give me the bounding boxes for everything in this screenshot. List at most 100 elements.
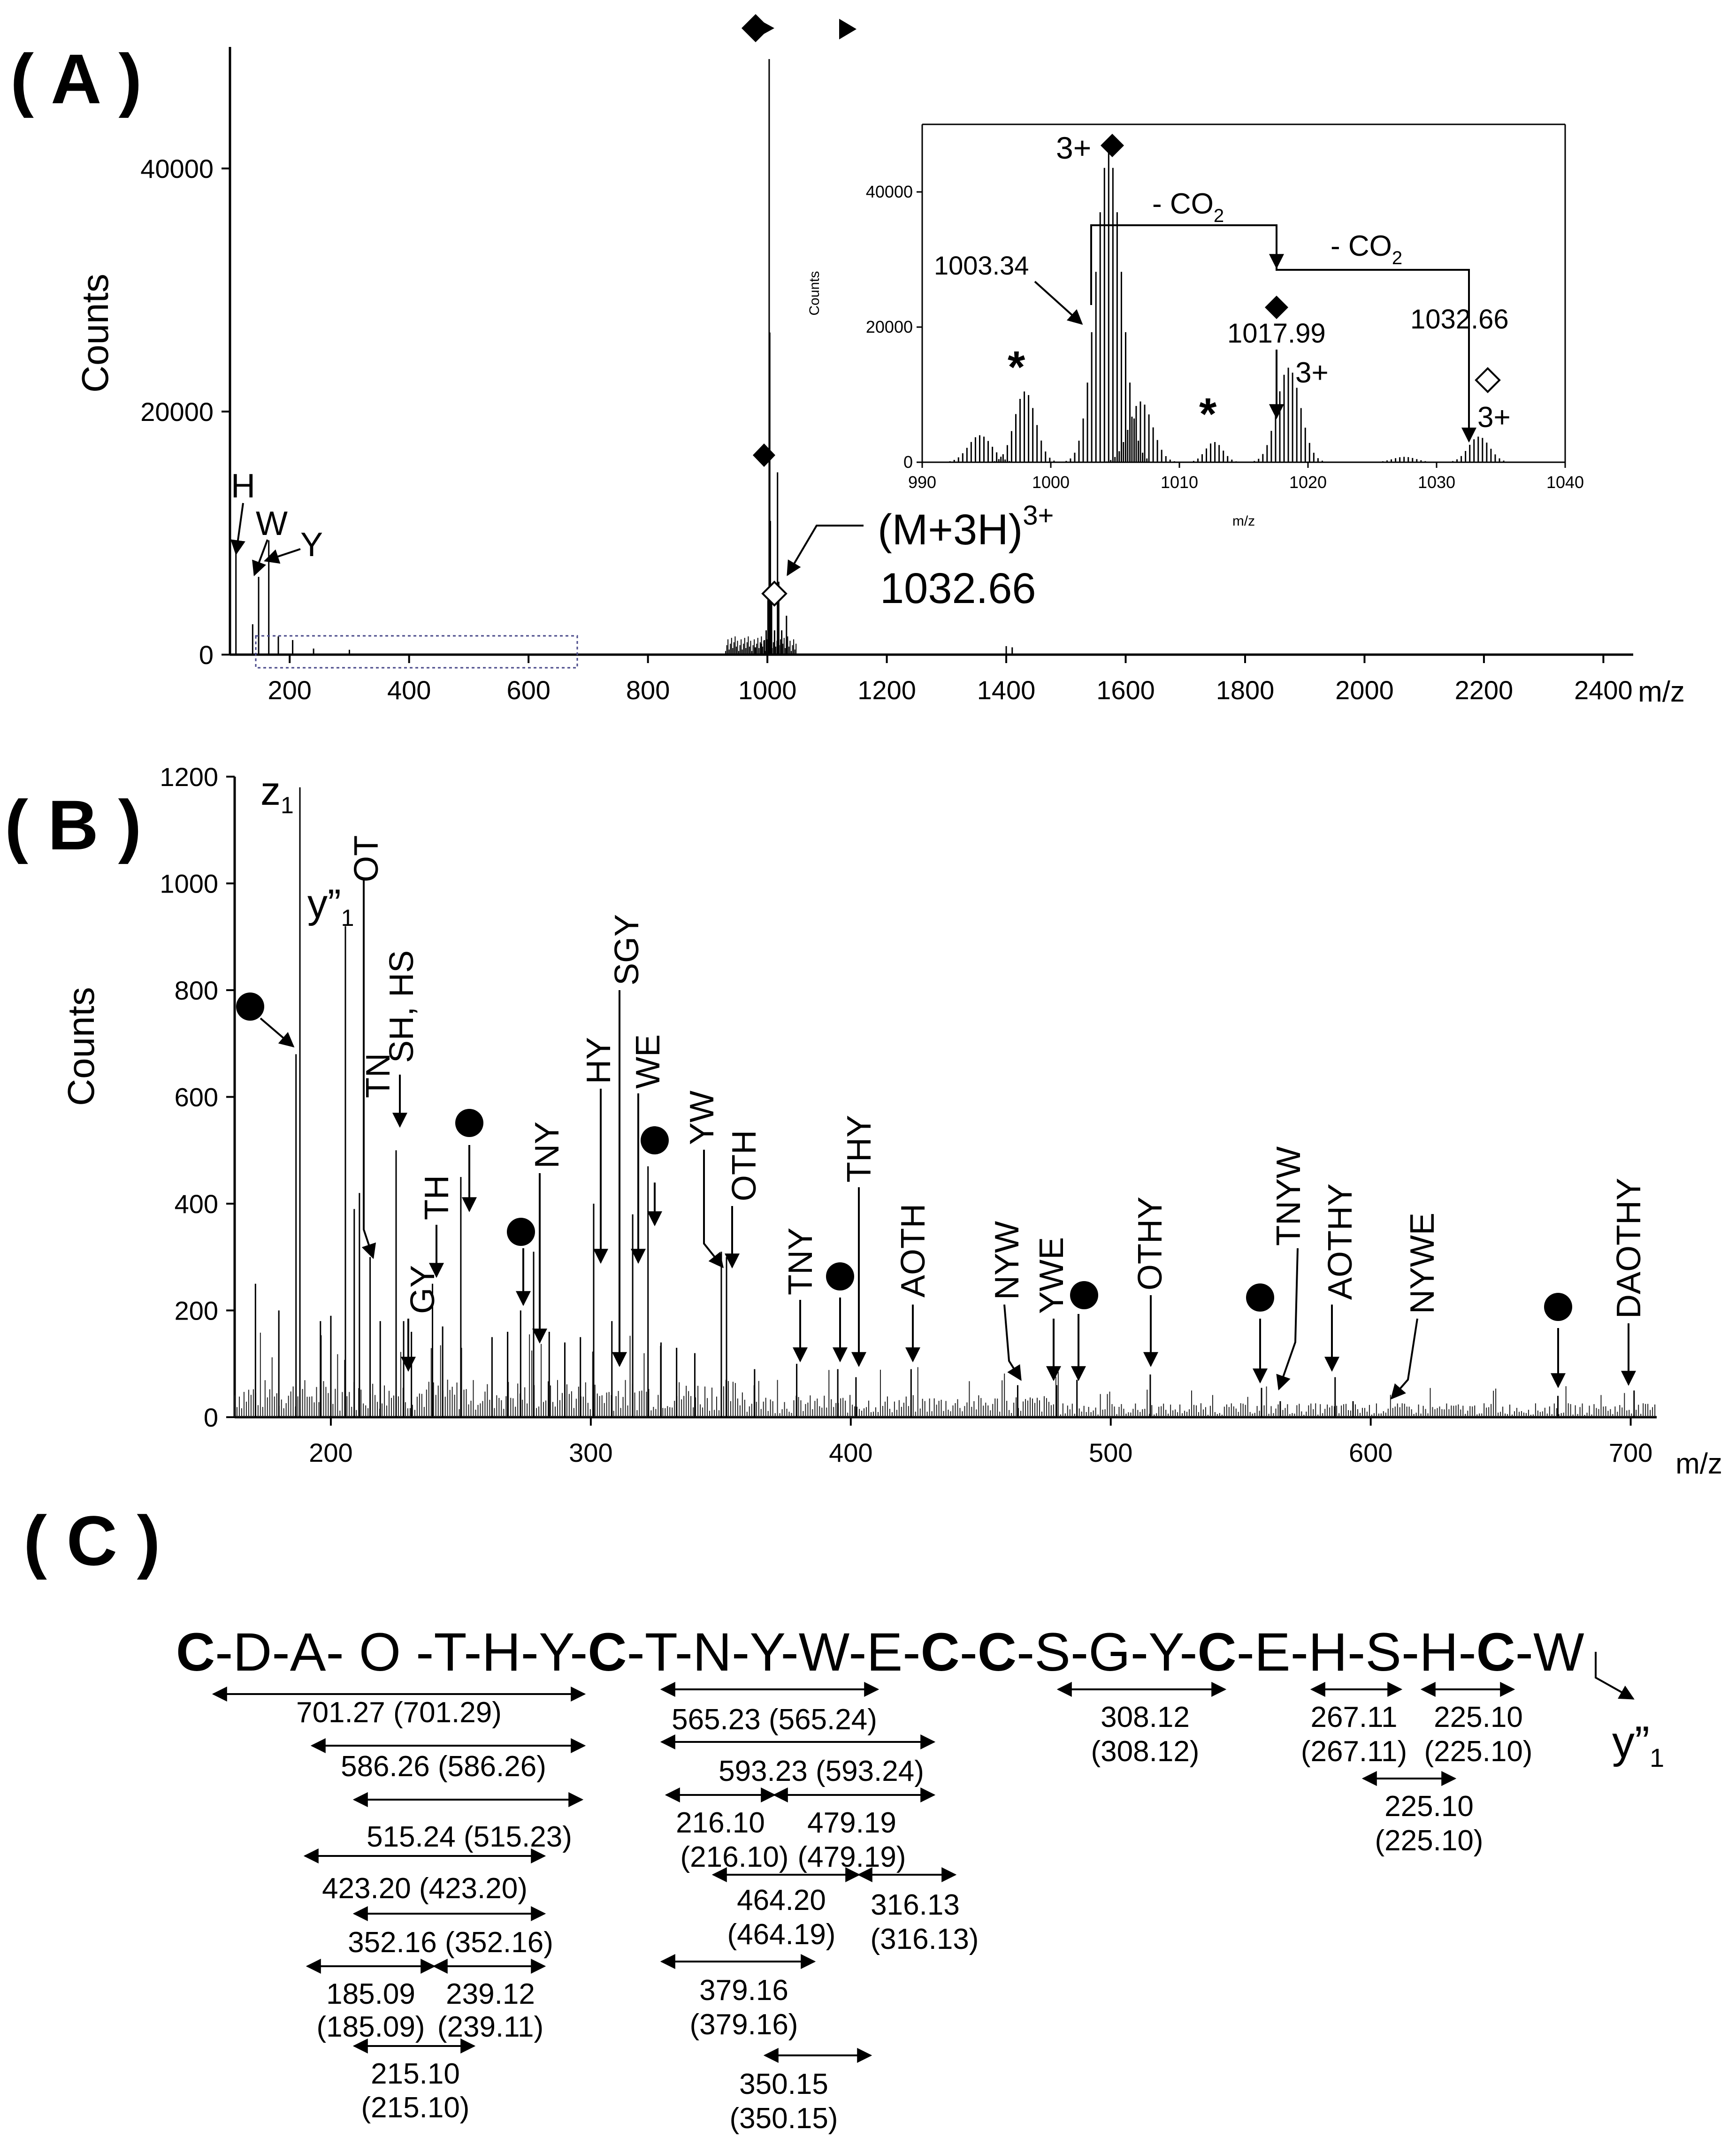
y-tick-label: 1200 [160, 762, 218, 792]
fragment-arrows [212, 1682, 1515, 2063]
inset-charge-label-main: 3+ [1056, 130, 1091, 165]
x-tick-label: 400 [829, 1438, 872, 1467]
dot-marker-icon [236, 993, 264, 1021]
chart-a-zoom-box [255, 635, 578, 669]
label-we: WE [629, 1034, 667, 1089]
residue: Y [1148, 1622, 1184, 1682]
arrow-yw [703, 1150, 724, 1268]
chart-a-x-label: m/z [1638, 676, 1685, 708]
inset-star-1: * [1008, 342, 1025, 392]
x-tick-label: 1200 [857, 675, 916, 705]
residue: W [1533, 1622, 1584, 1682]
residue-separator: - [215, 1622, 233, 1682]
y-tick-label: 40000 [140, 154, 214, 183]
inset-mz-1032: 1032.66 [1410, 304, 1509, 335]
residue-separator: - [1071, 1622, 1088, 1682]
x-tick-label: 800 [626, 675, 670, 705]
x-tick-label: 2000 [1335, 675, 1394, 705]
residue-separator: - [1131, 1622, 1148, 1682]
play-triangle-icon [839, 19, 857, 39]
residue-separator: - [272, 1622, 290, 1682]
inset-mz-1017: 1017.99 [1227, 318, 1326, 349]
residue-separator: - [464, 1622, 482, 1682]
residue-separator: - [732, 1622, 749, 1682]
fragment-464a: 464.20 [737, 1884, 826, 1916]
residue-separator: - [1237, 1622, 1254, 1682]
residue-separator: - [849, 1622, 866, 1682]
inset-star-2: * [1199, 389, 1217, 439]
residue: S [1365, 1622, 1401, 1682]
fragment-464b: (464.19) [727, 1918, 836, 1951]
inset-x-tick-label: 990 [908, 473, 936, 492]
label-ywe: YWE [1033, 1237, 1071, 1314]
fragment-216a: 216.10 [676, 1807, 765, 1839]
x-tick-label: 200 [309, 1438, 352, 1467]
fragment-352: 352.16 (352.16) [348, 1926, 553, 1959]
label-daothy: DAOTHY [1610, 1178, 1648, 1319]
fragment-565: 565.23 (565.24) [672, 1703, 877, 1736]
fragment-239a: 239.12 [446, 1978, 535, 2010]
x-tick-label: 300 [569, 1438, 612, 1467]
label-z1: z1 [260, 769, 294, 818]
fragment-215a: 215.10 [371, 2058, 460, 2090]
residue: C [1198, 1622, 1237, 1682]
arrow-nyw [1003, 1304, 1022, 1381]
inset-mz-1003: 1003.34 [934, 251, 1029, 280]
residue: Y [539, 1622, 574, 1682]
residue-separator: - [675, 1622, 693, 1682]
inset-open-diamond-icon [1475, 367, 1501, 393]
chart-b-x-label: m/z [1675, 1448, 1722, 1480]
fragment-701: 701.27 (701.29) [296, 1696, 502, 1729]
inset-x-tick-label: 1020 [1289, 473, 1327, 492]
label-oth: OTH [726, 1130, 763, 1201]
x-tick-label: 500 [1089, 1438, 1132, 1467]
x-tick-label: 600 [506, 675, 550, 705]
open-diamond-icon [761, 580, 788, 607]
residue: T [434, 1622, 466, 1682]
residue: N [693, 1622, 732, 1682]
arrow-tnyw [1276, 1248, 1299, 1391]
residue-separator: - [1291, 1622, 1308, 1682]
peak-label-h: H [231, 467, 255, 505]
inset-loss-label-1: - CO2 [1152, 188, 1224, 226]
residue-separator: - [960, 1622, 978, 1682]
residue: A [290, 1622, 326, 1682]
residue: C [588, 1622, 627, 1682]
y-tick-label: 600 [175, 1083, 218, 1112]
x-tick-label: 1400 [977, 675, 1036, 705]
residue-separator: - [1179, 1622, 1197, 1682]
label-nyw: NYW [988, 1221, 1026, 1300]
x-tick-label: 1800 [1216, 675, 1275, 705]
diamond-1017-icon [753, 443, 775, 467]
residue-separator: - [627, 1622, 644, 1682]
inset-x-tick-label: 1040 [1546, 473, 1584, 492]
fragment-267b: (267.11) [1301, 1735, 1407, 1768]
peak-arrow-w [252, 539, 268, 576]
residue: E [1254, 1622, 1291, 1682]
residue-separator: - [401, 1622, 434, 1682]
residue-separator: - [1347, 1622, 1365, 1682]
label-nywe: NYWE [1404, 1213, 1441, 1314]
residue-separator: - [780, 1622, 798, 1682]
fragment-267a: 267.11 [1310, 1701, 1397, 1733]
dot-marker-icon [1544, 1293, 1572, 1321]
chart-a-y-label: Counts [74, 274, 116, 392]
inset-charge-label-1017: 3+ [1295, 357, 1329, 389]
inset-y-tick-label: 0 [903, 452, 913, 472]
residue: E [867, 1622, 903, 1682]
label-tn: TN [359, 1053, 397, 1098]
dot-marker-icon [1070, 1281, 1098, 1309]
fragment-225c: 225.10 [1384, 1790, 1474, 1823]
x-tick-label: 2400 [1574, 675, 1633, 705]
arrow-tn [361, 878, 376, 1260]
residue: D [233, 1622, 272, 1682]
inset-diamond-1017-icon [1265, 296, 1288, 319]
inset-arrow-1003 [1034, 281, 1083, 325]
label-ot: OT [348, 835, 385, 882]
label-tny: TNY [782, 1228, 819, 1295]
fragment-185b: (185.09) [317, 2011, 425, 2043]
label-aoth: AOTH [895, 1204, 932, 1298]
residue: H [1308, 1622, 1347, 1682]
inset-x-tick-label: 1030 [1418, 473, 1455, 492]
